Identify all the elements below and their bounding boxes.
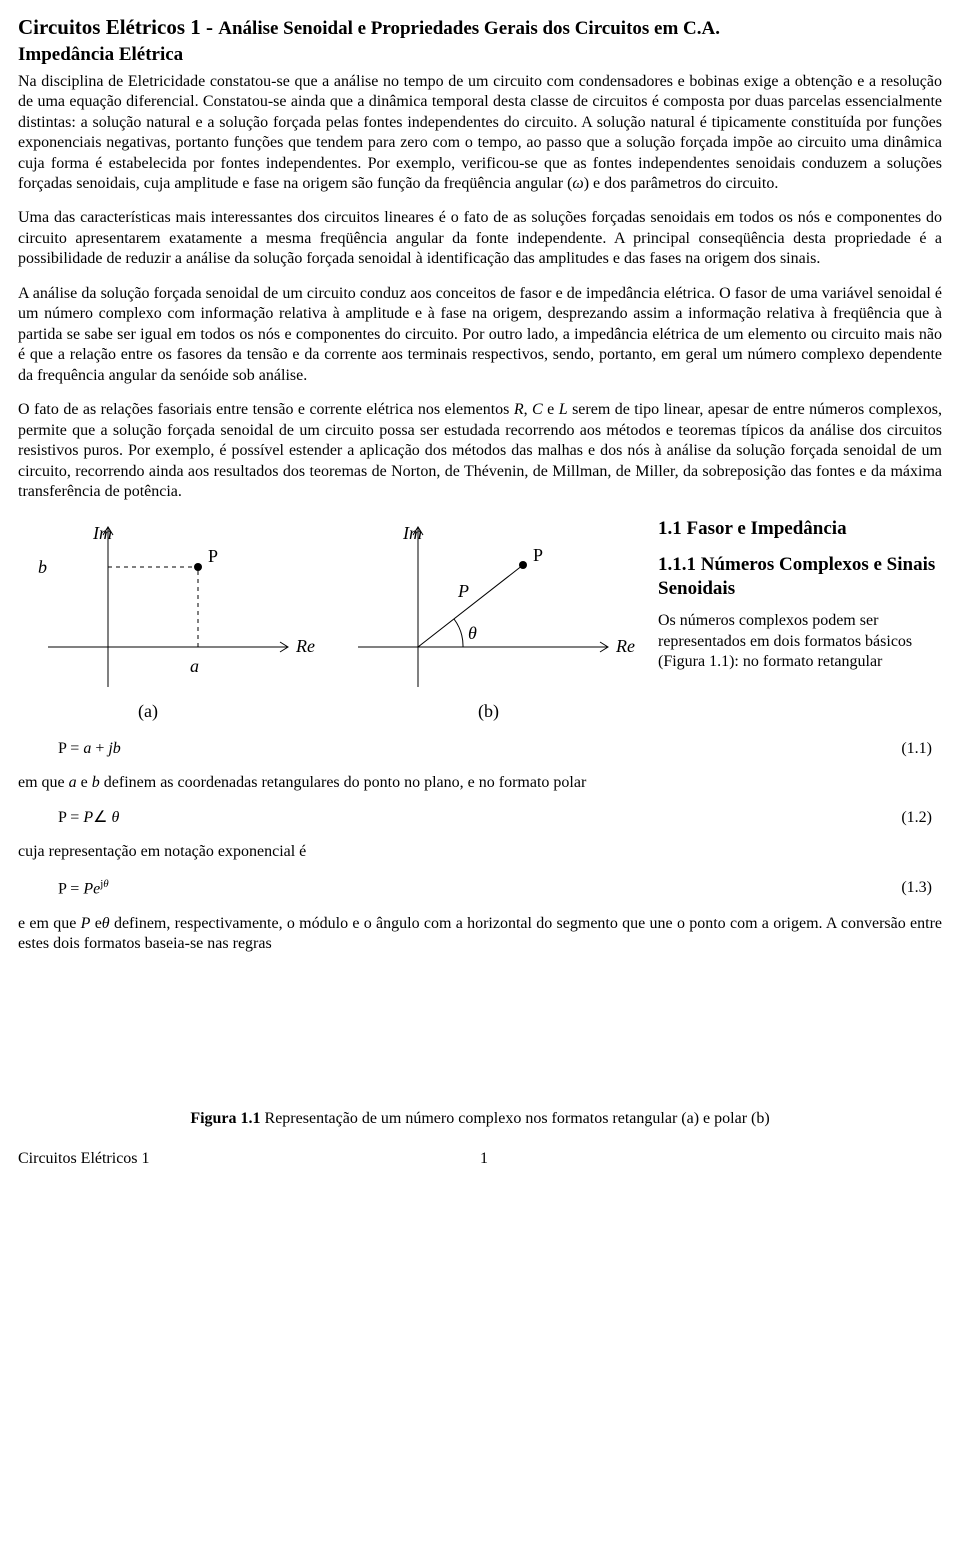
after-eq3: e em que P eθ definem, respectivamente, … [18,914,942,955]
sym-a: a [69,774,77,791]
equation-1-1: P = a + jb (1.1) [18,739,942,759]
fig-label-Im-b: Im [402,523,422,543]
fig-label-b: b [38,557,47,577]
sym-L: L [559,401,568,418]
fig-label-P-a: P [208,546,218,566]
sep-e: e [543,401,559,418]
intro-paragraph-3: A análise da solução forçada senoidal de… [18,284,942,386]
title-main: Circuitos Elétricos 1 - [18,15,218,39]
eq1-num: (1.1) [872,739,942,759]
fig-label-Re-a: Re [295,636,315,656]
heading-1-1-1: 1.1.1 Números Complexos e Sinais Senoida… [658,553,942,602]
intro-paragraph-2: Uma das características mais interessant… [18,208,942,269]
equation-1-3: P = Pejθ (1.3) [18,877,942,900]
p4a: O fato de as relações fasoriais entre te… [18,401,514,418]
page-footer: Circuitos Elétricos 1 1 [18,1149,942,1169]
heading-1-1: 1.1 Fasor e Impedância [658,517,942,541]
after-eq3b: definem, respectivamente, o módulo e o â… [18,915,942,952]
intro-paragraph-4: O fato de as relações fasoriais entre te… [18,400,942,502]
fig-cap-b: (b) [478,701,499,722]
sym-P: P [81,915,91,932]
title-sub2: Impedância Elétrica [18,43,942,67]
eq1-body: P = a + jb [58,739,872,759]
after-eq2: cuja representação em notação exponencia… [18,842,942,862]
fig-caption-rest: Representação de um número complexo nos … [261,1110,770,1127]
after-eq1a: em que [18,774,69,791]
omega-symbol: ω [572,175,583,192]
sym-b: b [92,774,100,791]
footer-left: Circuitos Elétricos 1 [18,1149,480,1169]
sym-R: R [514,401,524,418]
sym-C: C [532,401,543,418]
fig-cap-a: (a) [138,701,158,722]
intro-paragraph-1: Na disciplina de Eletricidade constatou-… [18,72,942,195]
side-paragraph: Os números complexos podem ser represent… [658,611,942,672]
sep1: , [524,401,532,418]
p1a: Na disciplina de Eletricidade constatou-… [18,73,942,192]
after-eq1b: definem as coordenadas retangulares do p… [100,774,587,791]
eq3-body: P = Pejθ [58,877,872,900]
side-column: 1.1 Fasor e Impedância 1.1.1 Números Com… [638,517,942,687]
fig-label-Im-a: Im [92,523,112,543]
fig-label-Pital: P [457,581,469,601]
complex-plane-figure: Im Re P b a (a) Im Re P P θ (b) [18,517,638,727]
figure-box: Im Re P b a (a) Im Re P P θ (b) [18,517,638,733]
sep-e2: e [77,774,92,791]
fig-caption-bold: Figura 1.1 [190,1110,260,1127]
sym-theta: θ [102,915,110,932]
fig-label-P-b: P [533,545,543,565]
figure-row: Im Re P b a (a) Im Re P P θ (b) 1.1 [18,517,942,733]
fig-label-a: a [190,656,199,676]
sep-e3: e [90,915,101,932]
eq2-num: (1.2) [872,808,942,828]
figure-caption: Figura 1.1 Representação de um número co… [18,1109,942,1129]
eq2-body: P = P∠ θ [58,808,872,828]
fig-label-theta: θ [468,623,477,643]
equation-1-2: P = P∠ θ (1.2) [18,808,942,828]
p1b: ) e dos parâmetros do circuito. [584,175,779,192]
footer-page: 1 [480,1149,942,1169]
title-sub: Análise Senoidal e Propriedades Gerais d… [218,18,720,39]
after-eq1: em que a e b definem as coordenadas reta… [18,773,942,793]
fig-label-Re-b: Re [615,636,635,656]
after-eq3a: e em que [18,915,81,932]
eq3-num: (1.3) [872,878,942,898]
page-title: Circuitos Elétricos 1 - Análise Senoidal… [18,14,942,41]
